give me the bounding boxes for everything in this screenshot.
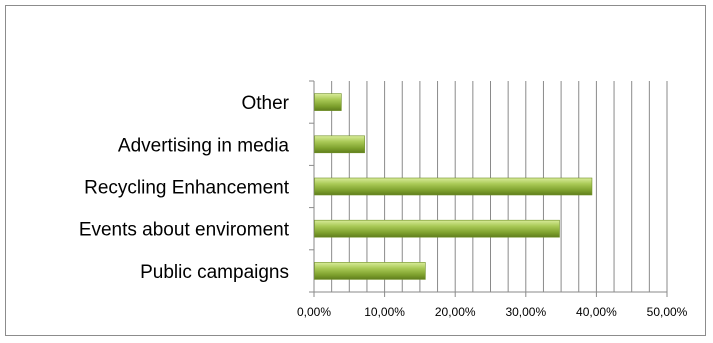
tick-labels: 0,00% 10,00% 20,00% 30,00% 40,00% 50,00% — [297, 305, 688, 319]
x-tick-label: 10,00% — [364, 305, 405, 319]
category-labels: Public campaigns Events about enviroment R… — [79, 93, 290, 283]
x-tick-label: 20,00% — [435, 305, 476, 319]
x-tick-label: 50,00% — [647, 305, 688, 319]
bar — [314, 219, 560, 238]
axes — [309, 80, 668, 297]
x-tick-label: 30,00% — [505, 305, 546, 319]
chart-frame — [5, 5, 706, 336]
category-label: Advertising in media — [118, 135, 290, 156]
category-label: Other — [241, 93, 289, 114]
bar — [314, 135, 365, 154]
bars — [314, 93, 593, 280]
x-tick-label: 40,00% — [576, 305, 617, 319]
category-label: Recycling Enhancement — [84, 178, 290, 199]
category-label: Public campaigns — [140, 262, 289, 283]
bar — [314, 262, 426, 280]
bar — [314, 93, 342, 111]
x-tick-label: 0,00% — [297, 305, 331, 319]
bar — [314, 177, 593, 196]
category-label: Events about enviroment — [79, 220, 290, 241]
